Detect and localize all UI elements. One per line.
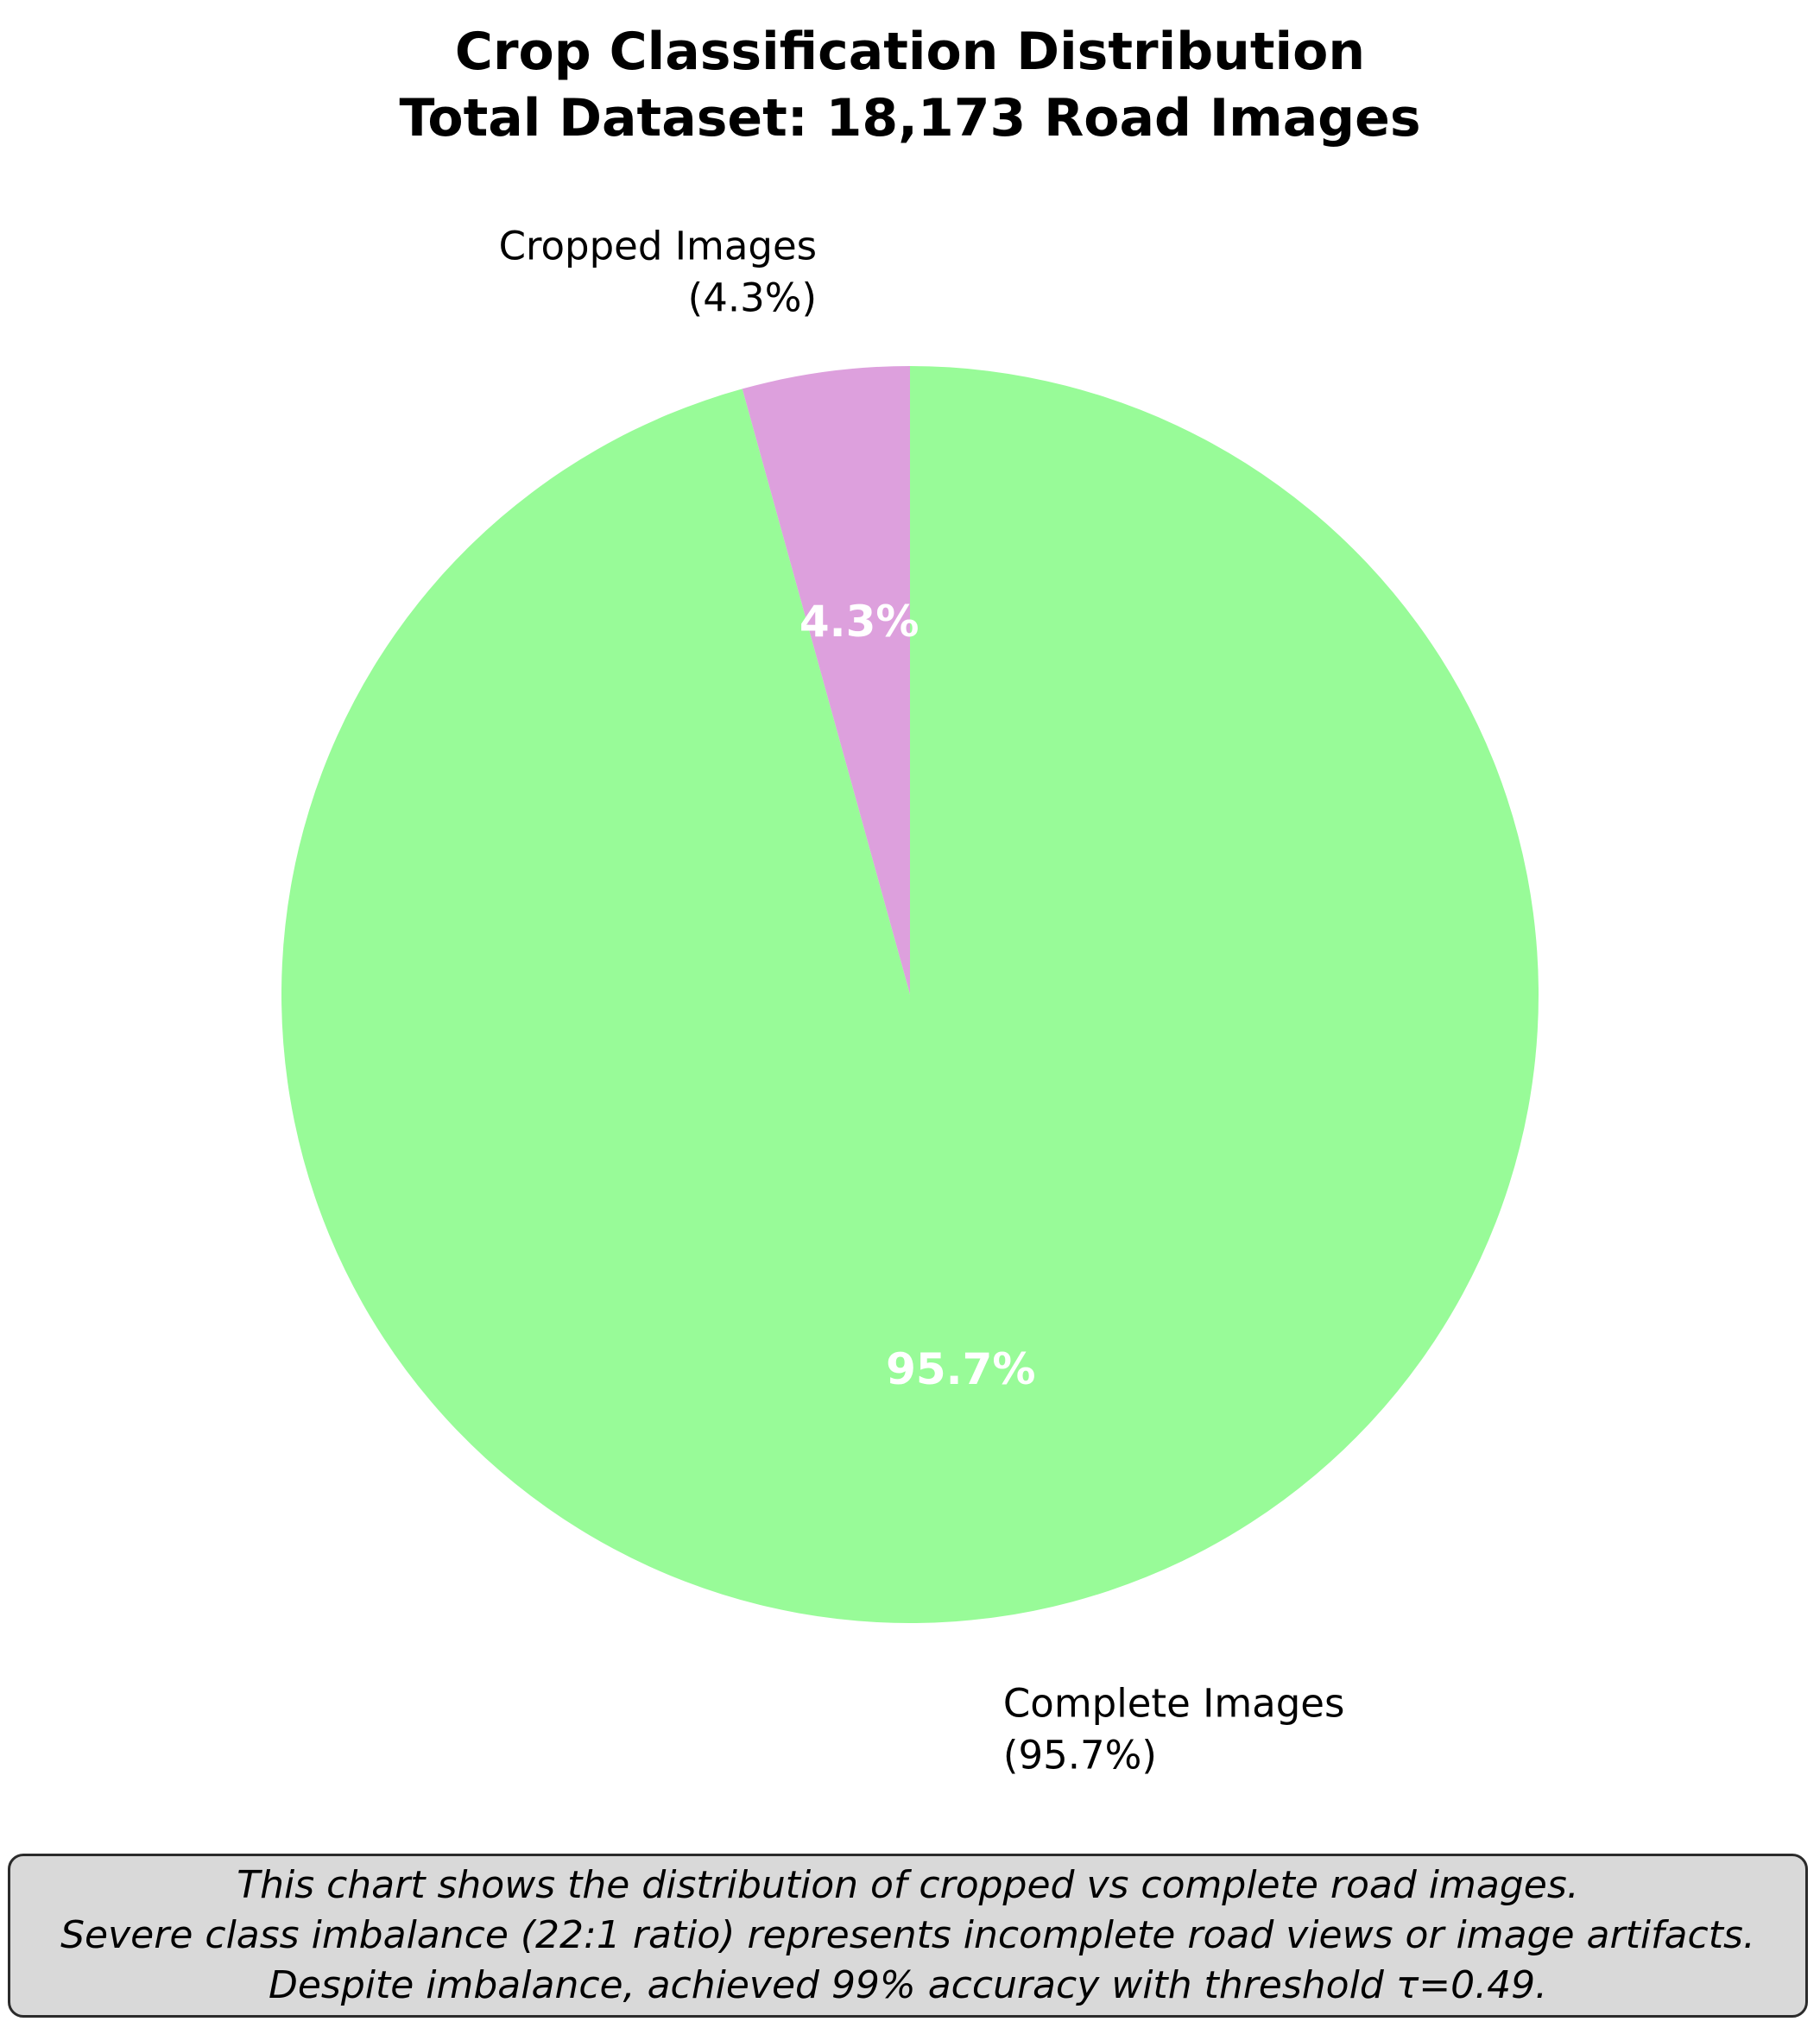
pie-labels: 4.3% Cropped Images (4.3%) 95.7% Complete Im… — [499, 224, 1345, 1778]
pie-pct-label-complete-images: 95.7% — [886, 1344, 1035, 1394]
pie-pct-label-cropped-images: 4.3% — [799, 597, 919, 647]
chart-title: Crop Classification Distribution — [455, 22, 1365, 82]
pie-slice-complete-images — [281, 366, 1539, 1624]
pie-name-cropped-images: Cropped Images — [499, 224, 818, 269]
chart-subtitle: Total Dataset: 18,173 Road Images — [399, 88, 1420, 148]
pie-name-label-complete-images: Complete Images (95.7%) — [1003, 1681, 1345, 1778]
pie-slice-cropped-images — [742, 366, 910, 995]
pie-name-pct-complete-images: (95.7%) — [1003, 1733, 1157, 1778]
caption-line-3: Despite imbalance, achieved 99% accuracy… — [268, 1963, 1548, 2007]
caption-line-2: Severe class imbalance (22:1 ratio) repr… — [60, 1913, 1755, 1957]
pie-name-pct-cropped-images: (4.3%) — [688, 275, 817, 321]
pie-name-label-cropped-images: Cropped Images (4.3%) — [499, 224, 818, 321]
pie-name-complete-images: Complete Images — [1003, 1681, 1345, 1727]
pie-slices — [281, 366, 1539, 1624]
caption-box: This chart shows the distribution of cro… — [8, 1854, 1808, 2018]
caption-line-1: This chart shows the distribution of cro… — [237, 1863, 1579, 1907]
